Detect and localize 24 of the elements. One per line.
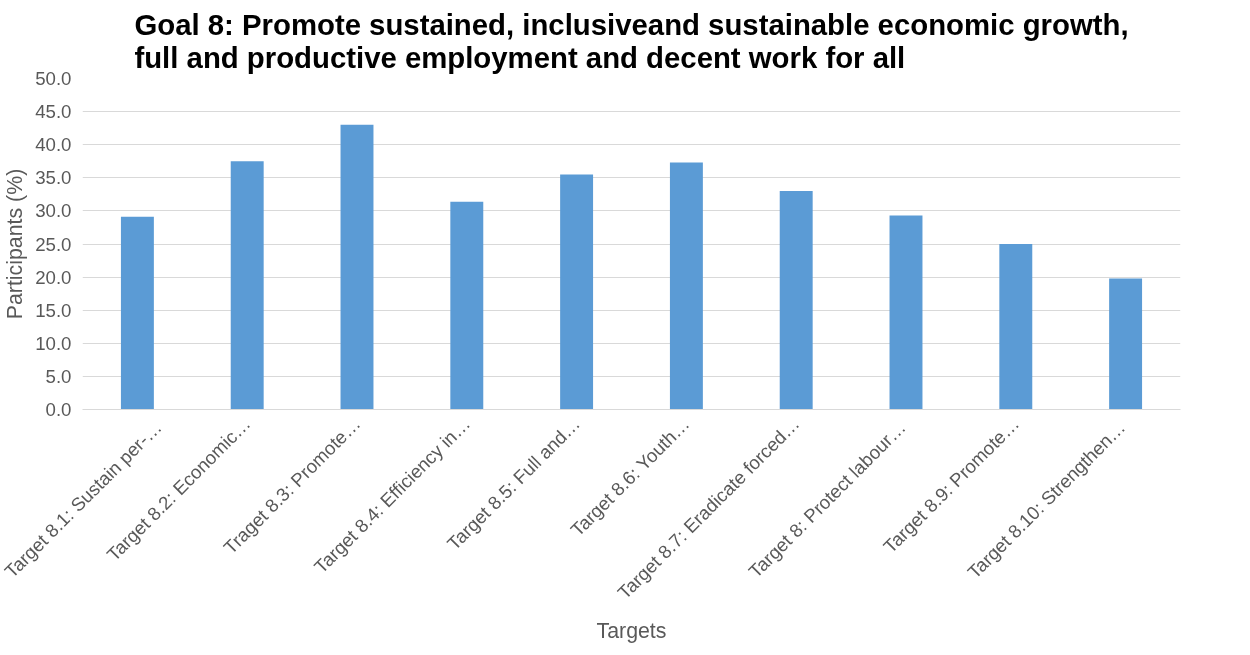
bar xyxy=(120,216,154,410)
bar xyxy=(230,161,264,410)
y-tick-label: 25.0 xyxy=(35,233,72,255)
bar xyxy=(560,174,594,410)
bar xyxy=(340,124,374,410)
y-tick-label: 5.0 xyxy=(45,365,72,387)
bar xyxy=(779,191,813,410)
bar xyxy=(889,215,923,410)
chart-title: Goal 8: Promote sustained, inclusiveand sustainable economic growth, full and productive employment and decent work for all xyxy=(134,7,1129,74)
bar xyxy=(999,244,1033,410)
y-tick-label: 40.0 xyxy=(35,134,72,156)
y-tick-label: 0.0 xyxy=(45,399,72,420)
bar xyxy=(669,162,703,410)
y-axis-title: Participants (%) xyxy=(3,168,28,320)
y-tick-label: 15.0 xyxy=(35,299,72,321)
y-tick-label: 35.0 xyxy=(35,167,72,189)
y-tick-label: 30.0 xyxy=(35,200,72,222)
bar xyxy=(450,201,484,410)
bar xyxy=(1109,278,1143,410)
x-axis-title: Targets xyxy=(596,618,667,643)
y-tick-label: 20.0 xyxy=(35,266,72,288)
y-tick-label: 50.0 xyxy=(35,68,72,89)
y-tick-label: 10.0 xyxy=(35,332,72,354)
y-tick-label: 45.0 xyxy=(35,101,72,123)
